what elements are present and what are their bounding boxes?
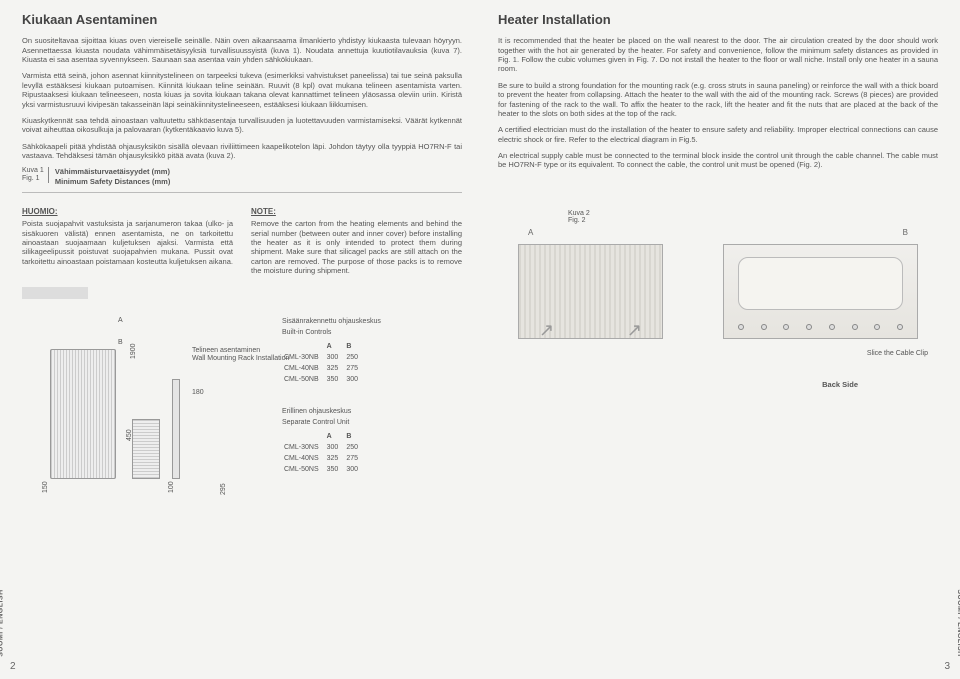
arrow-icon: ↗	[539, 319, 554, 342]
screw-icon	[761, 324, 767, 330]
table-separate-grid: AB CML-30NS300250 CML-40NS325275 CML-50N…	[282, 430, 366, 476]
dim-150: 150	[42, 481, 51, 493]
screw-icon	[874, 324, 880, 330]
huomio-box: HUOMIO: Poista suojapahvit vastuksista j…	[22, 207, 233, 275]
label-a: A	[528, 228, 533, 238]
dim-B: B	[118, 339, 123, 348]
screw-icon	[738, 324, 744, 330]
title-en: Heater Installation	[498, 12, 938, 28]
para-en-4: An electrical supply cable must be conne…	[498, 151, 938, 170]
note-body: Remove the carton from the heating eleme…	[251, 219, 462, 275]
table-row: CML-50NB350300	[284, 375, 364, 384]
note-box: NOTE: Remove the carton from the heating…	[251, 207, 462, 275]
label-b: B	[903, 228, 908, 238]
dim-450: 450	[126, 429, 135, 441]
para-en-1: It is recommended that the heater be pla…	[498, 36, 938, 74]
para-fi-2: Varmista että seinä, johon asennat kiinn…	[22, 71, 462, 109]
panel-b-inner	[738, 257, 903, 310]
panel-b	[723, 244, 918, 339]
huomio-title: HUOMIO:	[22, 207, 233, 217]
left-page: Kiukaan Asentaminen On suositeltavaa sij…	[0, 0, 480, 679]
huomio-body: Poista suojapahvit vastuksista ja sarjan…	[22, 219, 233, 266]
figure-1-caption: Kuva 1 Fig. 1 Vähimmäisturvaetäisyydet (…	[22, 167, 462, 186]
page-num-left: 2	[10, 661, 16, 674]
arrow-icon: ↗	[627, 319, 642, 342]
diagram-right: Kuva 2 Fig. 2 A B ↗ ↗	[498, 210, 938, 460]
dim-100: 100	[168, 481, 177, 493]
heater-side	[132, 419, 160, 479]
right-page: Heater Installation It is recommended th…	[480, 0, 960, 679]
notes-row: HUOMIO: Poista suojapahvit vastuksista j…	[22, 192, 462, 283]
para-fi-1: On suositeltavaa sijoittaa kiuas oven vi…	[22, 36, 462, 64]
screw-icon	[783, 324, 789, 330]
slice-caption: Slice the Cable Clip	[867, 350, 928, 359]
dim-180: 180	[192, 389, 204, 398]
para-fi-3: Kiuaskytkennät saa tehdä ainoastaan valt…	[22, 116, 462, 135]
note-title: NOTE:	[251, 207, 462, 217]
table-builtin: Sisäänrakennettu ohjauskeskus Built-in C…	[282, 317, 381, 386]
heater-stones	[22, 287, 88, 299]
page-spread: Kiukaan Asentaminen On suositeltavaa sij…	[0, 0, 960, 679]
side-label-left: SUOMI / ENGLISH	[0, 590, 6, 657]
title-fi: Kiukaan Asentaminen	[22, 12, 462, 28]
panel-a: ↗ ↗	[518, 244, 663, 339]
heater-front	[50, 349, 116, 479]
screw-icon	[852, 324, 858, 330]
para-en-2: Be sure to build a strong foundation for…	[498, 81, 938, 119]
screw-row	[738, 324, 903, 330]
backside-caption: Back Side	[822, 380, 858, 389]
side-label-right: SUOMI / ENGLISH	[954, 590, 960, 657]
page-num-right: 3	[944, 661, 950, 674]
para-fi-4: Sähkökaapeli pitää yhdistää ohjausyksikö…	[22, 142, 462, 161]
wall-rack	[172, 379, 180, 479]
table-row: CML-40NS325275	[284, 454, 364, 463]
screw-icon	[897, 324, 903, 330]
fig2-label: Kuva 2 Fig. 2	[568, 210, 594, 226]
dim-A: A	[118, 317, 123, 326]
fig1-desc: Vähimmäisturvaetäisyydet (mm) Minimum Sa…	[51, 167, 170, 186]
table-row: CML-50NS350300	[284, 465, 364, 474]
ab-labels: A B	[528, 228, 908, 238]
table-row: CML-30NB300250	[284, 353, 364, 362]
diagram-left: 150 450 1900 100 180 295 A B Telineen as…	[22, 287, 462, 497]
fig1-label: Kuva 1 Fig. 1	[22, 167, 49, 182]
dim-1900: 1900	[130, 343, 139, 359]
table-separate: Erillinen ohjauskeskus Separate Control …	[282, 407, 366, 476]
table-row: CML-40NB325275	[284, 364, 364, 373]
para-en-3: A certified electrician must do the inst…	[498, 125, 938, 144]
table-builtin-grid: AB CML-30NB300250 CML-40NB325275 CML-50N…	[282, 340, 366, 386]
screw-icon	[829, 324, 835, 330]
screw-icon	[806, 324, 812, 330]
table-row: CML-30NS300250	[284, 443, 364, 452]
dim-295: 295	[220, 483, 229, 495]
